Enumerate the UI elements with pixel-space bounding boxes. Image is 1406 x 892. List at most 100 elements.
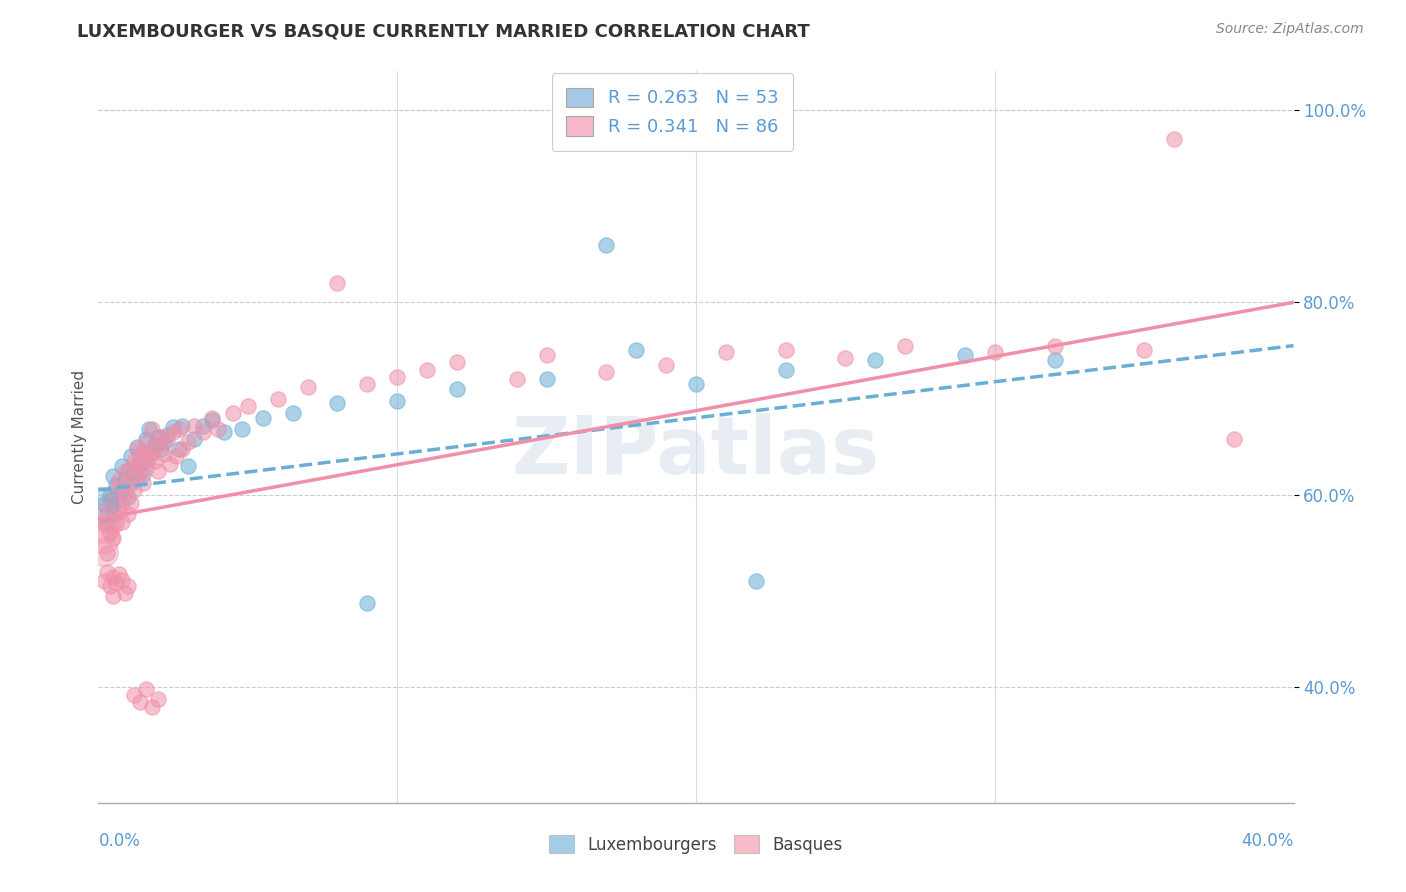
Point <box>132 444 155 458</box>
Point <box>105 576 128 591</box>
Point <box>129 457 152 471</box>
Point <box>834 351 856 366</box>
Point <box>108 505 131 519</box>
Point <box>132 467 155 481</box>
Point <box>135 432 157 446</box>
Point <box>98 579 122 593</box>
Point <box>162 420 184 434</box>
Point <box>132 476 155 491</box>
Point <box>117 464 139 478</box>
Point <box>98 492 122 507</box>
Point <box>162 425 184 440</box>
Point <box>297 380 319 394</box>
Point <box>167 422 190 436</box>
Point <box>207 422 229 436</box>
Point <box>117 579 139 593</box>
Point <box>108 566 131 581</box>
Point <box>281 406 304 420</box>
Point <box>165 450 187 464</box>
Point <box>96 516 118 531</box>
Point <box>90 498 112 512</box>
Point <box>191 418 214 433</box>
Point <box>177 458 200 473</box>
Point <box>156 428 179 442</box>
Point <box>172 418 194 433</box>
Point <box>984 345 1007 359</box>
Point <box>141 444 163 458</box>
Point <box>1223 432 1246 446</box>
Point <box>894 338 917 352</box>
Point <box>1043 338 1066 352</box>
Point <box>153 447 176 461</box>
Point <box>953 348 976 362</box>
Point <box>96 565 118 579</box>
Point <box>135 434 157 449</box>
Text: 40.0%: 40.0% <box>1241 832 1294 850</box>
Point <box>775 362 797 376</box>
Point <box>120 495 142 509</box>
Point <box>124 688 146 702</box>
Point <box>108 474 131 488</box>
Point <box>90 516 112 531</box>
Point <box>183 432 205 446</box>
Point <box>135 461 157 475</box>
Point <box>129 451 152 466</box>
Point <box>150 442 173 456</box>
Point <box>120 476 142 491</box>
Point <box>595 365 617 379</box>
Point <box>124 454 146 468</box>
Point <box>138 422 160 436</box>
Point <box>103 498 125 512</box>
Point <box>506 372 529 386</box>
Point <box>103 569 125 583</box>
Point <box>148 464 170 478</box>
Point <box>153 434 176 449</box>
Point <box>111 483 134 497</box>
Point <box>148 438 170 452</box>
Point <box>446 382 468 396</box>
Text: ZIPatlas: ZIPatlas <box>512 413 880 491</box>
Point <box>1043 353 1066 368</box>
Text: 0.0%: 0.0% <box>98 832 141 850</box>
Point <box>148 691 170 706</box>
Point <box>326 276 349 290</box>
Point <box>446 355 468 369</box>
Point <box>114 586 136 600</box>
Point <box>103 468 125 483</box>
Point <box>93 545 115 559</box>
Point <box>93 516 115 531</box>
Point <box>172 442 194 456</box>
Point <box>222 406 245 420</box>
Point <box>150 430 173 444</box>
Point <box>416 362 439 376</box>
Point <box>385 393 409 408</box>
Point <box>191 425 214 440</box>
Point <box>111 573 134 587</box>
Text: Source: ZipAtlas.com: Source: ZipAtlas.com <box>1216 22 1364 37</box>
Point <box>775 343 797 358</box>
Point <box>156 432 179 446</box>
Point <box>114 474 136 488</box>
Point <box>132 444 155 458</box>
Point <box>93 498 115 512</box>
Point <box>127 442 149 456</box>
Point <box>385 370 409 384</box>
Point <box>143 438 166 452</box>
Point <box>117 490 139 504</box>
Point <box>595 237 617 252</box>
Point <box>267 392 290 406</box>
Point <box>655 358 678 372</box>
Point <box>231 422 253 436</box>
Point <box>148 430 170 444</box>
Point <box>103 531 125 545</box>
Point <box>93 531 115 545</box>
Point <box>252 410 274 425</box>
Point <box>105 516 128 531</box>
Point <box>1133 343 1156 358</box>
Point <box>745 574 768 589</box>
Point <box>201 410 224 425</box>
Point <box>129 464 152 478</box>
Point <box>326 396 349 410</box>
Point <box>105 483 128 497</box>
Point <box>114 488 136 502</box>
